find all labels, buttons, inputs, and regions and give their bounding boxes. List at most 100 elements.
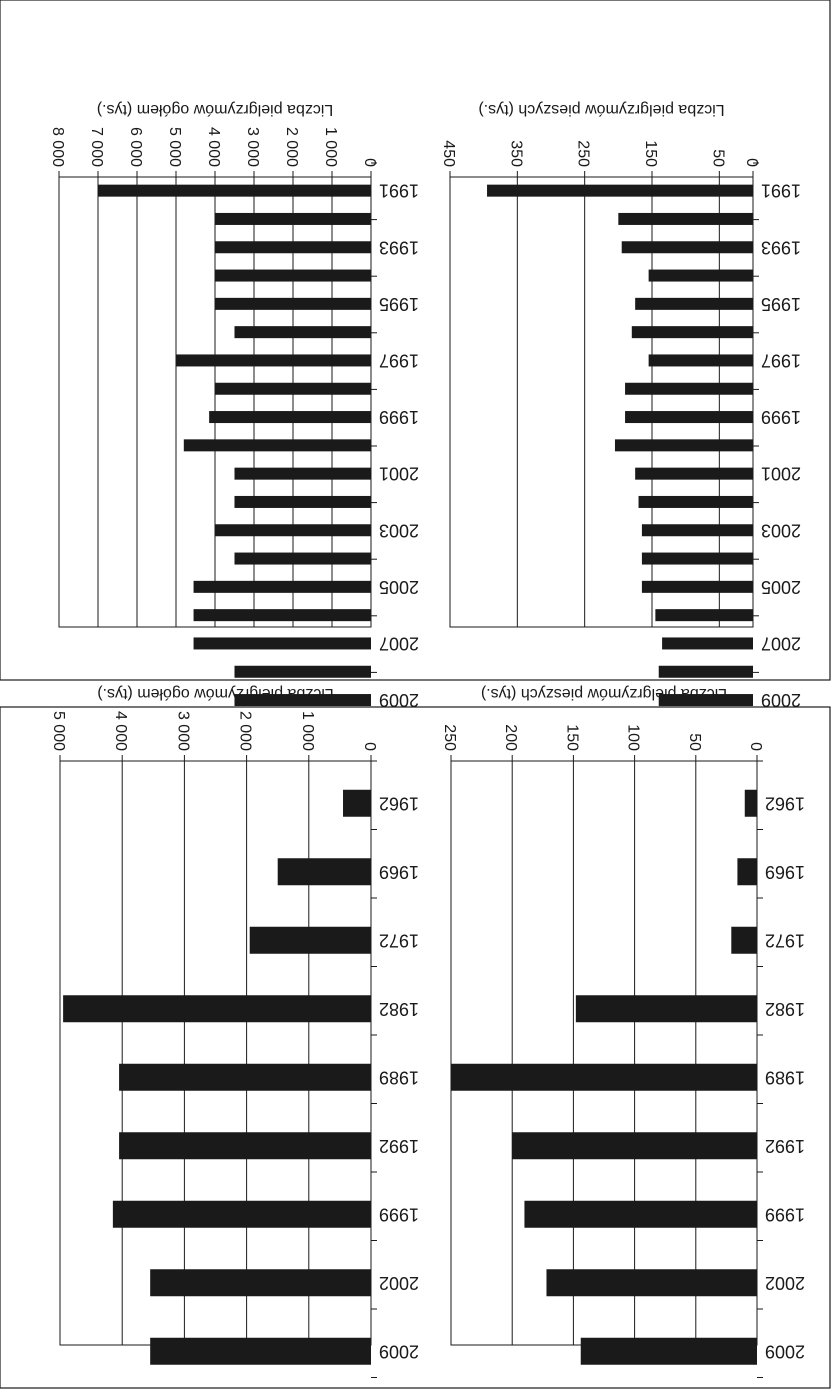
bar [487, 184, 753, 197]
bar [215, 269, 371, 282]
category-label: 2009 [761, 690, 801, 710]
category-label: 2009 [379, 690, 419, 710]
bar [648, 354, 753, 367]
value-tick-label: 4 000 [205, 127, 222, 167]
bar [193, 637, 371, 650]
bar [277, 858, 371, 886]
plot-area [59, 760, 372, 1346]
value-tick-label: 0 [747, 742, 764, 751]
bar [658, 665, 753, 678]
value-tick-label: 5 000 [50, 711, 67, 751]
category-label: 1992 [765, 1136, 805, 1156]
value-tick-label: 3 000 [244, 127, 261, 167]
chart-2: 0 1 000 2 000 3 000 4 000 5 000 Liczba pielgrz… [50, 685, 419, 1378]
bar [512, 1132, 757, 1160]
category-label: 2002 [765, 1273, 805, 1293]
category-label: 1997 [379, 350, 419, 370]
category-label: 1972 [379, 930, 419, 950]
bar [119, 1063, 371, 1091]
bar [343, 789, 371, 817]
bar [215, 382, 371, 395]
category-label: 1995 [379, 294, 419, 314]
value-tick-label: 1 000 [322, 127, 339, 167]
bar [234, 694, 371, 707]
bar [631, 326, 753, 339]
value-tick-label: 3 000 [174, 711, 191, 751]
value-tick-label: 350 [507, 140, 524, 167]
category-label: 1999 [379, 407, 419, 427]
plot-area [450, 760, 758, 1346]
bar [249, 926, 371, 954]
panel-frame [0, 706, 831, 1389]
chart-1: 0 50 150 250 350 450 Liczba pielgrzymów pieszy… [440, 101, 801, 710]
bar [119, 1132, 371, 1160]
panel-frame [0, 0, 831, 681]
value-tick-label: 100 [625, 724, 642, 751]
value-tick-label: 0 [361, 742, 378, 751]
bar [641, 552, 753, 565]
bar [635, 467, 753, 480]
bar [737, 858, 757, 886]
value-tick-label: 50 [686, 733, 703, 751]
value-tick-label: 6 000 [127, 127, 144, 167]
bar [638, 495, 753, 508]
chart-0: 0 1 000 2 000 3 000 4 000 5 000 6 000 7 000 8 00… [49, 101, 419, 710]
category-label: 2001 [379, 464, 419, 484]
value-tick-label: 2 000 [237, 711, 254, 751]
value-tick-label: 7 000 [88, 127, 105, 167]
bar [63, 995, 371, 1023]
bar [193, 609, 371, 622]
value-tick-label: 1 000 [299, 711, 316, 751]
category-label: 1982 [765, 999, 805, 1019]
category-label: 1992 [379, 1136, 419, 1156]
bar [112, 1200, 371, 1228]
category-label: 1997 [761, 350, 801, 370]
value-tick-label: 250 [575, 140, 592, 167]
bar [234, 326, 371, 339]
category-label: 1962 [765, 793, 805, 813]
value-tick-label: 0 [743, 158, 760, 167]
bar [614, 439, 753, 452]
category-label: 1995 [761, 294, 801, 314]
bar [625, 382, 753, 395]
category-label: 1962 [379, 793, 419, 813]
category-label: 1969 [379, 862, 419, 882]
bar [658, 694, 753, 707]
bar [648, 269, 753, 282]
value-tick-label: 50 [709, 149, 726, 167]
bar [621, 241, 753, 254]
bar [655, 609, 753, 622]
category-label: 2001 [761, 464, 801, 484]
category-label: 2007 [379, 633, 419, 653]
value-tick-label: 450 [440, 140, 457, 167]
axis-title: Liczba pielgrzymów ogółem (tys.) [97, 685, 334, 702]
axis-title: Liczba pielgrzymów pieszych (tys.) [481, 685, 727, 702]
axis-title: Liczba pielgrzymów ogółem (tys.) [97, 101, 334, 118]
bar [234, 495, 371, 508]
value-tick-label: 150 [642, 140, 659, 167]
bar [193, 580, 371, 593]
category-label: 2009 [765, 1341, 805, 1361]
category-label: 1999 [765, 1204, 805, 1224]
value-tick-label: 250 [441, 724, 458, 751]
category-label: 1989 [379, 1067, 419, 1087]
category-label: 1999 [379, 1204, 419, 1224]
value-tick-label: 0 [361, 158, 378, 167]
value-tick-label: 4 000 [112, 711, 129, 751]
bar [98, 184, 371, 197]
category-label: 1991 [761, 181, 801, 201]
bar [641, 524, 753, 537]
category-label: 2009 [379, 1341, 419, 1361]
category-label: 1972 [765, 930, 805, 950]
category-label: 2005 [379, 577, 419, 597]
category-label: 2003 [379, 520, 419, 540]
bar [234, 665, 371, 678]
axis-title: Liczba pielgrzymów pieszych (tys.) [478, 101, 724, 118]
bar [209, 411, 371, 424]
bar [176, 354, 371, 367]
bar [234, 467, 371, 480]
category-label: 1989 [765, 1067, 805, 1087]
bar [641, 580, 753, 593]
